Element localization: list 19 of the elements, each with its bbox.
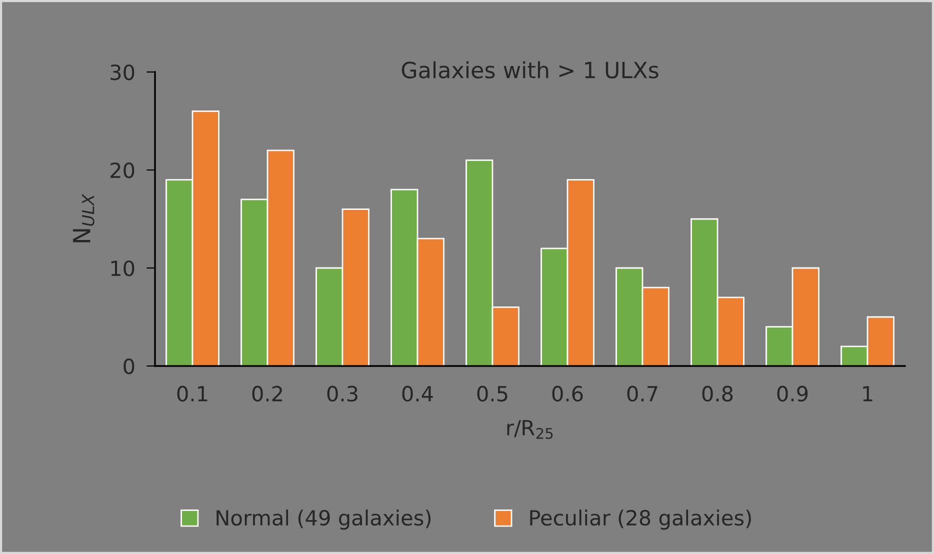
chart-title: Galaxies with > 1 ULXs [402, 61, 658, 78]
y-tick-label: 0 [124, 358, 134, 374]
x-tick-label: 1 [863, 386, 872, 402]
x-tick-label: 0.2 [252, 386, 282, 402]
y-axis-title: N$_{ULX}$ [73, 194, 94, 242]
y-tick-label: 30 [110, 64, 134, 80]
x-tick-label: 0.6 [552, 386, 583, 402]
x-tick-label: 0.9 [777, 386, 808, 402]
x-tick-label: 0.4 [402, 386, 433, 402]
x-tick-label: 0.8 [702, 386, 733, 402]
legend-label: Peculiar (28 galaxies) [530, 510, 751, 530]
x-axis-title: r/R$_{25}$ [507, 420, 553, 439]
x-tick-label: 0.1 [177, 386, 208, 402]
legend-label: Normal (49 galaxies) [216, 510, 431, 530]
x-tick-label: 0.5 [477, 386, 508, 402]
x-tick-label: 0.7 [627, 386, 658, 402]
y-tick-label: 10 [111, 260, 134, 276]
x-tick-label: 0.3 [327, 386, 358, 402]
y-tick-label: 20 [110, 162, 134, 178]
